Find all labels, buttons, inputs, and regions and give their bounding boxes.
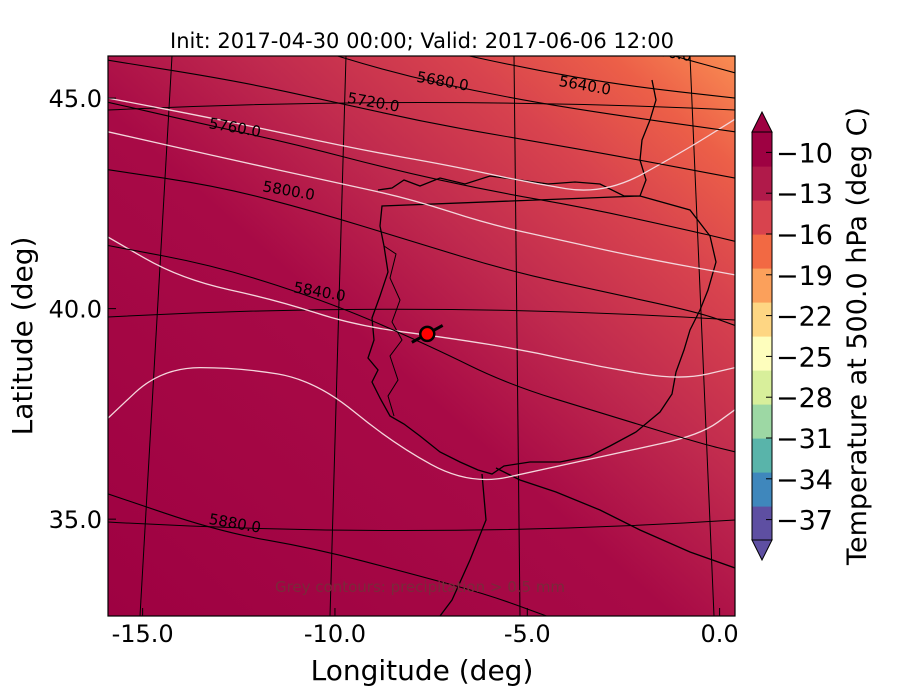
temperature-contour-line [108,366,735,481]
colorbar-frame [751,131,773,541]
y-tick-label: 35.0 [49,506,102,534]
station-point [419,325,436,343]
x-tick-label: -10.0 [304,620,366,648]
x-tick-label: 0.0 [701,620,739,648]
y-tick-label: 40.0 [49,296,102,324]
colorbar-label: Temperature at 500.0 hPa (deg C) [842,107,873,566]
map-title: Init: 2017-04-30 00:00; Valid: 2017-06-0… [170,29,674,53]
coastline [367,79,735,616]
colorbar-segment [752,234,772,269]
geopotential-contour-line [108,101,735,242]
x-tick-label: -5.0 [504,620,551,648]
colorbar-tick-label: −10 [776,138,833,169]
x-axis-ticks: -15.0 -10.0 -5.0 0.0 [112,608,739,648]
precipitation-note: Grey contours: precipitation > 0.5 mm [275,578,565,596]
x-tick-label: -15.0 [112,620,174,648]
temperature-contour-line [108,236,735,378]
colorbar-segment [752,472,772,507]
temperature-contour-line [108,131,735,276]
geopotential-contour-line [672,56,735,74]
colorbar-ticks: −10 −13 −16 −19 −22 −25 −28 −31 −34 −37 [766,138,833,537]
colorbar-min-extend [751,539,773,562]
temperature-contour-line [108,97,735,191]
y-tick-label: 45.0 [49,85,102,113]
y-axis-ticks: 45.0 40.0 35.0 [49,85,116,534]
colorbar-segment [752,438,772,473]
colorbar [751,110,773,562]
colorbar-tick-label: −31 [776,424,833,455]
x-axis-label: Longitude (deg) [311,654,534,687]
colorbar-segment [752,132,772,167]
y-axis-label: Latitude (deg) [6,237,39,436]
colorbar-tick-label: −13 [776,179,833,210]
map-panel: 5600.05640.05680.05720.05760.05800.05840… [108,38,735,616]
colorbar-tick-label: −22 [776,302,833,333]
geopotential-contour-line [335,56,735,133]
station-marker [411,324,444,344]
geopotential-contour-line [108,244,735,453]
colorbar-segment [752,166,772,201]
colorbar-segment [752,404,772,439]
colorbar-max-extend [751,110,773,133]
colorbar-tick-label: −37 [776,506,833,537]
colorbar-tick-label: −34 [776,465,833,496]
geopotential-contour-line [108,59,735,179]
graticule [108,56,735,616]
geopotential-contours: 5600.05640.05680.05720.05760.05800.05840… [108,38,735,616]
temperature-contours [108,97,735,481]
map-frame [107,55,736,617]
colorbar-segment [752,268,772,303]
geopotential-contour-line [108,169,735,327]
colorbar-tick-label: −28 [776,383,833,414]
colorbar-tick-label: −19 [776,261,833,292]
colorbar-tick-label: −25 [776,342,833,373]
colorbar-segment [752,506,772,541]
geopotential-contour-label: 5600.0 [638,38,693,65]
geopotential-contour-line [108,493,547,616]
geopotential-contour-line [467,56,735,99]
colorbar-segment [752,200,772,235]
colorbar-segment [752,302,772,337]
colorbar-segment [752,370,772,405]
colorbar-tick-label: −16 [776,220,833,251]
colorbar-segment [752,336,772,371]
